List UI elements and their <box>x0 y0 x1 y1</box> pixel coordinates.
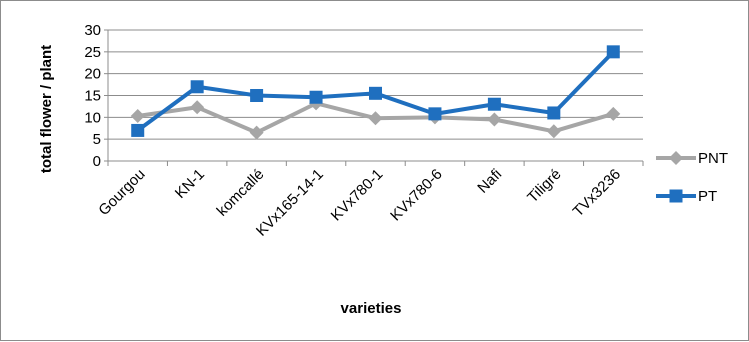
y-tick-label: 5 <box>93 131 101 148</box>
y-axis-title: total flower / plant <box>38 45 55 173</box>
series-group <box>130 45 621 140</box>
data-point <box>546 124 561 139</box>
legend-label: PNT <box>698 150 728 167</box>
data-point <box>669 151 683 165</box>
x-tick-label: KVx780-1 <box>328 166 387 225</box>
x-tick-label: komcallé <box>214 166 268 220</box>
data-point <box>606 106 621 121</box>
x-axis-title: varieties <box>341 300 402 317</box>
x-tick-label: Tiligré <box>524 166 565 207</box>
y-tick-label: 10 <box>84 109 101 126</box>
y-tick-label: 20 <box>84 66 101 83</box>
data-point <box>190 100 205 115</box>
x-tick-label: Nafi <box>474 166 505 197</box>
y-tick-label: 30 <box>84 22 101 39</box>
x-tick-label: KVx780-6 <box>387 166 446 225</box>
y-axis: 0 5 10 15 20 25 30 <box>84 22 109 170</box>
data-point <box>428 107 442 121</box>
data-point <box>669 189 683 203</box>
data-point <box>130 109 145 124</box>
series-pt <box>131 45 620 137</box>
data-point <box>547 106 561 120</box>
data-point <box>369 86 382 100</box>
data-point <box>606 45 620 59</box>
legend-label: PT <box>698 188 717 205</box>
legend: PNT PT <box>656 150 728 205</box>
y-tick-label: 0 <box>93 153 101 170</box>
data-point <box>309 90 323 104</box>
data-point <box>190 80 204 94</box>
data-point <box>249 125 264 140</box>
data-point <box>487 97 501 111</box>
data-point <box>487 112 502 127</box>
data-point <box>250 89 264 102</box>
y-tick-label: 25 <box>84 44 101 61</box>
x-tick-label: KN-1 <box>172 166 208 202</box>
y-tick-label: 15 <box>84 88 101 105</box>
data-point <box>368 111 383 126</box>
legend-item-pnt: PNT <box>656 150 728 167</box>
x-tick-label: Gourgou <box>95 166 148 219</box>
x-tick-label: TVx3236 <box>570 166 624 220</box>
series-pnt <box>130 96 621 140</box>
legend-item-pt: PT <box>656 188 717 205</box>
data-point <box>131 123 145 137</box>
